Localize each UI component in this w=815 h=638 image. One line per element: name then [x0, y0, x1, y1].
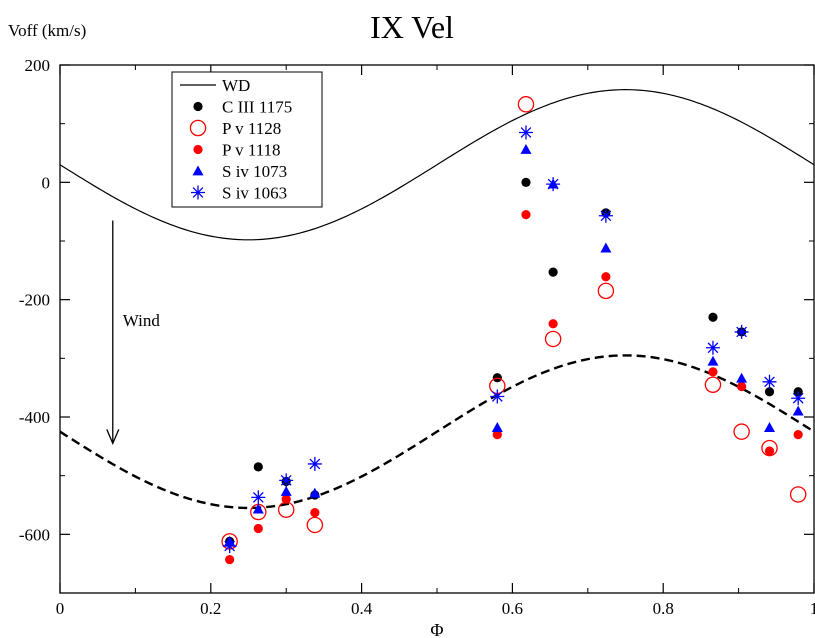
point-s-iv-1073: [491, 422, 503, 432]
point-p-v-1128: [761, 439, 778, 457]
wind-arrow-head: [106, 429, 120, 446]
point-s-iv-1073: [520, 143, 532, 154]
point-p-v-1128: [704, 376, 722, 393]
x-tick-label: 0.6: [502, 599, 523, 618]
point-s-iv-1073: [309, 487, 321, 498]
point-s-iv-1063: [251, 490, 266, 505]
point-s-iv-1073: [252, 503, 264, 514]
x-axis-label: Φ: [430, 620, 443, 638]
legend-box: [171, 71, 323, 208]
point-p-v-1128: [306, 516, 324, 534]
x-tick-label: 0.8: [653, 599, 674, 618]
axis-ticks: 0 0.2 0.4 0.6 0.8 1 -600 -400 -200 0 200: [19, 56, 815, 618]
legend-label: S iv 1063: [222, 184, 287, 203]
point-s-iv-1063: [279, 473, 294, 488]
point-s-iv-1073: [600, 242, 612, 253]
wind-label: Wind: [123, 311, 161, 330]
point-p-v-1118: [548, 319, 558, 329]
point-s-iv-1063: [518, 125, 533, 140]
dashed-model-curve: [59, 354, 815, 510]
point-s-iv-1063: [734, 324, 749, 339]
point-s-iv-1063: [598, 208, 613, 223]
point-p-v-1128: [733, 423, 750, 440]
point-s-iv-1063: [222, 539, 237, 554]
point-c-iii-1175: [708, 312, 718, 322]
point-p-v-1128: [517, 96, 535, 113]
point-p-v-1128: [789, 486, 807, 503]
point-p-v-1118: [708, 367, 718, 377]
point-c-iii-1175: [253, 462, 263, 472]
legend-label: C III 1175: [222, 98, 292, 117]
point-c-iii-1175: [521, 177, 531, 187]
wind-annotation: Wind: [106, 220, 161, 446]
point-p-v-1118: [764, 446, 775, 456]
legend-label: S iv 1073: [222, 162, 287, 181]
point-c-iii-1175: [764, 387, 775, 397]
x-tick-label: 0.2: [200, 599, 221, 618]
point-s-iv-1073: [764, 422, 776, 432]
legend-swatch-p-v-1118: [193, 144, 203, 155]
chart-title: IX Vel: [370, 9, 454, 45]
point-s-iv-1073: [280, 486, 292, 496]
point-s-iv-1073: [792, 405, 804, 416]
legend-label: P v 1128: [222, 119, 281, 138]
point-p-v-1118: [281, 494, 291, 504]
point-p-v-1118: [225, 554, 235, 565]
point-s-iv-1063: [307, 456, 322, 471]
legend-swatch-s-iv-1073: [192, 165, 204, 176]
y-axis-label: Voff (km/s): [8, 21, 86, 40]
point-p-v-1118: [793, 430, 803, 440]
point-p-v-1118: [492, 430, 502, 440]
point-p-v-1128: [597, 282, 615, 300]
y-tick-label: 200: [25, 56, 51, 75]
point-s-iv-1063: [762, 374, 777, 389]
point-p-v-1118: [253, 523, 263, 534]
y-tick-label: -600: [19, 525, 50, 544]
legend-label: P v 1118: [222, 141, 281, 160]
legend-label: WD: [222, 76, 250, 95]
point-s-iv-1073: [736, 372, 748, 383]
legend-swatch-p-v-1128: [189, 119, 207, 137]
point-s-iv-1073: [707, 355, 719, 366]
point-p-v-1118: [521, 210, 531, 220]
x-tick-label: 1: [810, 599, 815, 618]
x-tick-label: 0: [56, 599, 65, 618]
point-p-v-1128: [544, 330, 562, 348]
model-curves: [59, 89, 815, 510]
data-points: [221, 96, 807, 565]
point-p-v-1118: [601, 272, 611, 282]
point-p-v-1118: [310, 508, 320, 518]
y-tick-label: -400: [19, 408, 50, 427]
legend-swatch-c-iii-1175: [193, 101, 203, 112]
point-p-v-1118: [737, 381, 747, 392]
point-c-iii-1175: [548, 267, 558, 277]
point-s-iv-1063: [791, 391, 806, 406]
point-s-iv-1063: [490, 389, 505, 404]
wd-curve: [59, 89, 815, 241]
legend: WD C III 1175 P v 1128 P v 1118 S iv 1073 S i…: [171, 71, 323, 208]
point-s-iv-1063: [705, 340, 720, 355]
y-tick-label: -200: [19, 291, 50, 310]
x-tick-label: 0.4: [351, 599, 373, 618]
y-tick-label: 0: [42, 173, 51, 192]
point-s-iv-1063: [546, 177, 561, 192]
plot-frame: [59, 64, 815, 594]
legend-swatch-s-iv-1063: [191, 185, 205, 200]
